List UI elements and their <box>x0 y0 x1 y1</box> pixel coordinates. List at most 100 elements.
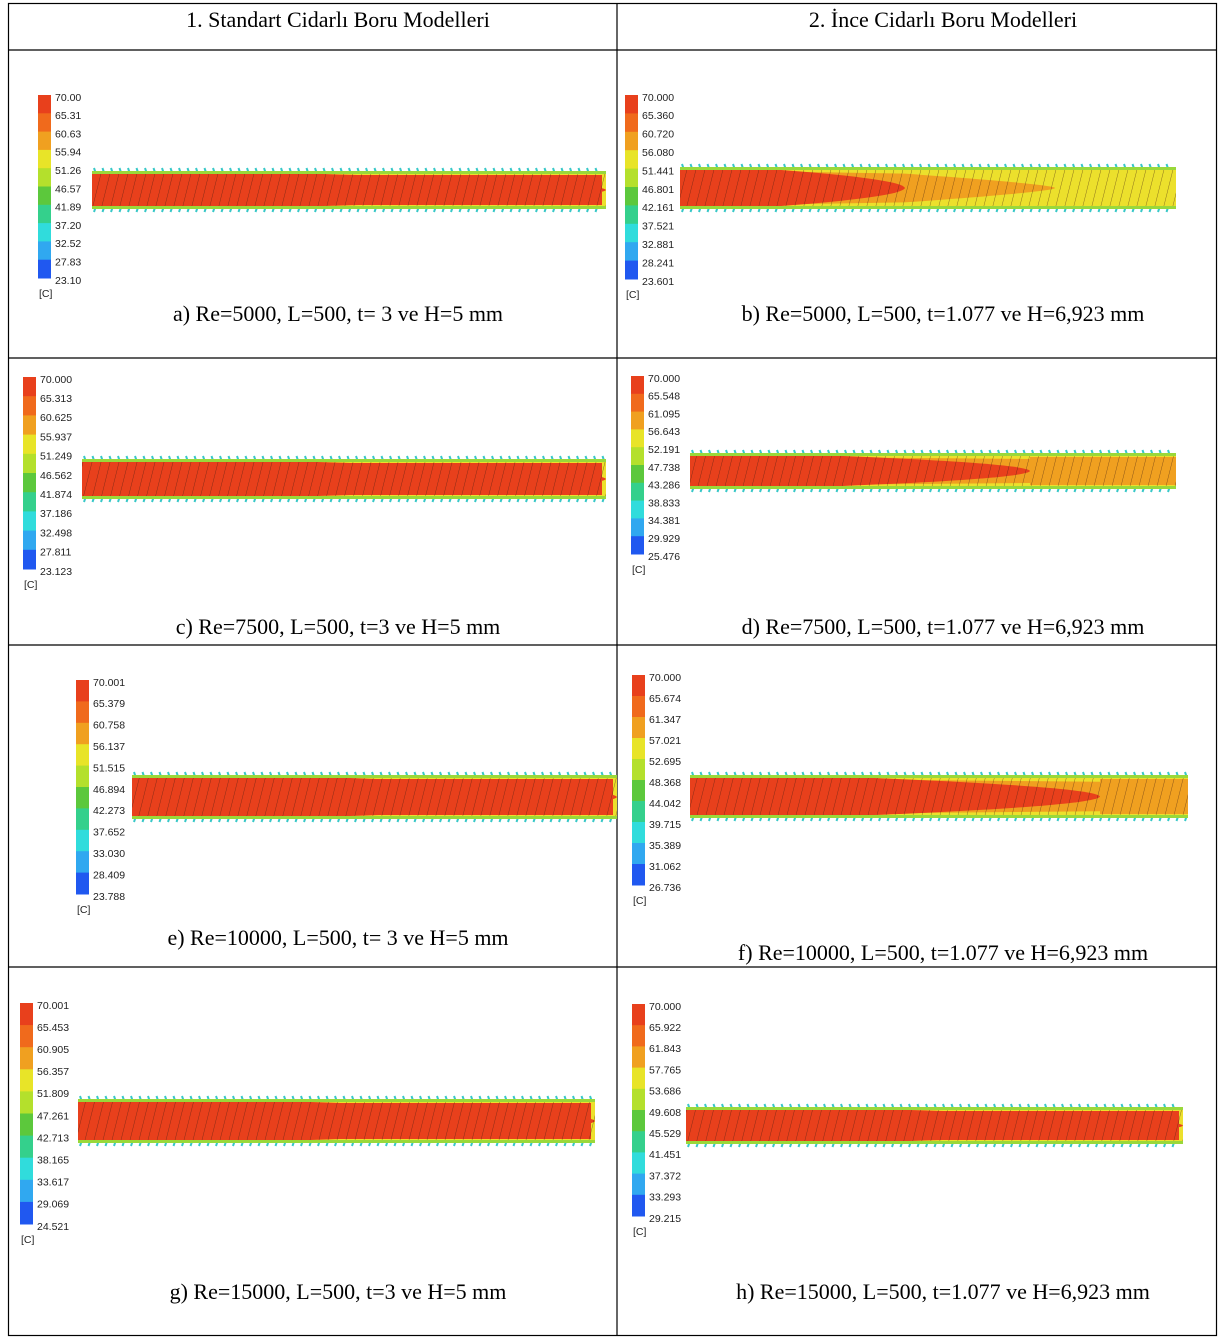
legend-label: 57.765 <box>649 1064 681 1076</box>
legend-label: 51.249 <box>40 451 72 463</box>
legend-label: 32.881 <box>642 239 674 251</box>
legend-label: 33.030 <box>93 848 125 860</box>
legend-swatch <box>23 454 36 474</box>
legend-label: 37.521 <box>642 221 674 233</box>
legend-swatch <box>632 822 645 844</box>
pipe-hatch <box>680 170 1176 206</box>
legend-swatch <box>632 1025 645 1047</box>
legend-swatch <box>632 864 645 886</box>
legend-swatch <box>631 412 644 430</box>
legend-swatch <box>632 696 645 718</box>
caption: h) Re=15000, L=500, t=1.077 ve H=6,923 m… <box>736 1279 1150 1304</box>
legend-unit: [C] <box>633 1226 647 1238</box>
legend-swatch <box>632 1046 645 1068</box>
legend-label: 23.601 <box>642 276 674 288</box>
legend-swatch <box>20 1158 33 1181</box>
legend-swatch <box>625 224 638 243</box>
legend-label: 56.357 <box>37 1066 69 1078</box>
legend-swatch <box>631 483 644 501</box>
legend-label: 27.83 <box>55 256 81 268</box>
legend-swatch <box>631 536 644 554</box>
legend-unit: [C] <box>21 1234 35 1246</box>
legend-unit: [C] <box>77 904 91 916</box>
legend-swatch <box>76 723 89 745</box>
figure-table: 1. Standart Cidarlı Boru Modelleri 2. İn… <box>0 0 1218 1337</box>
legend-label: 46.894 <box>93 784 125 796</box>
legend-swatch <box>38 187 51 206</box>
legend-swatch <box>632 1089 645 1111</box>
legend-swatch <box>38 95 51 114</box>
legend-label: 24.521 <box>37 1221 69 1233</box>
pipe-hatch <box>78 1102 595 1140</box>
legend-label: 37.652 <box>93 827 125 839</box>
legend-swatch <box>632 801 645 823</box>
column-header: 1. Standart Cidarlı Boru Modelleri <box>186 7 490 32</box>
legend-label: 65.31 <box>55 110 81 122</box>
legend-label: 65.313 <box>40 393 72 405</box>
legend-swatch <box>625 150 638 169</box>
legend-label: 51.441 <box>642 165 674 177</box>
legend-label: 41.451 <box>649 1149 681 1161</box>
legend-label: 53.686 <box>649 1086 681 1098</box>
legend-label: 41.89 <box>55 202 81 214</box>
legend-label: 38.165 <box>37 1154 69 1166</box>
caption: e) Re=10000, L=500, t= 3 ve H=5 mm <box>167 925 508 950</box>
caption: b) Re=5000, L=500, t=1.077 ve H=6,923 mm <box>742 301 1145 326</box>
legend-label: 56.643 <box>648 426 680 438</box>
legend-label: 42.273 <box>93 805 125 817</box>
legend-swatch <box>20 1202 33 1225</box>
legend-label: 65.674 <box>649 693 681 705</box>
legend-label: 70.000 <box>642 92 674 104</box>
legend-label: 39.715 <box>649 819 681 831</box>
legend-label: 70.000 <box>649 672 681 684</box>
legend-swatch <box>38 168 51 187</box>
legend-swatch <box>20 1047 33 1070</box>
pipe-hatch <box>690 778 1188 815</box>
caption: d) Re=7500, L=500, t=1.077 ve H=6,923 mm <box>742 614 1145 639</box>
legend-label: 35.389 <box>649 840 681 852</box>
legend-label: 29.069 <box>37 1199 69 1211</box>
legend-label: 55.937 <box>40 431 72 443</box>
pipe-hatch <box>132 778 617 816</box>
legend-label: 28.241 <box>642 257 674 269</box>
legend-label: 46.57 <box>55 183 81 195</box>
legend-label: 56.137 <box>93 741 125 753</box>
legend-label: 23.10 <box>55 275 81 287</box>
legend-swatch <box>632 780 645 802</box>
legend-label: 48.368 <box>649 777 681 789</box>
legend-swatch <box>76 787 89 809</box>
legend-swatch <box>20 1069 33 1092</box>
legend-swatch <box>20 1091 33 1114</box>
legend-label: 52.695 <box>649 756 681 768</box>
legend-label: 70.000 <box>40 374 72 386</box>
legend-label: 60.625 <box>40 412 72 424</box>
legend-label: 26.736 <box>649 882 681 894</box>
legend-label: 23.123 <box>40 566 72 578</box>
legend-swatch <box>625 132 638 151</box>
legend-swatch <box>631 518 644 536</box>
caption: f) Re=10000, L=500, t=1.077 ve H=6,923 m… <box>738 940 1148 965</box>
legend-label: 32.52 <box>55 238 81 250</box>
legend-swatch <box>76 808 89 830</box>
legend-label: 57.021 <box>649 735 681 747</box>
legend-swatch <box>625 95 638 114</box>
legend-swatch <box>76 873 89 895</box>
legend-swatch <box>38 223 51 242</box>
legend-swatch <box>38 150 51 169</box>
legend-label: 51.515 <box>93 762 125 774</box>
legend-swatch <box>20 1136 33 1159</box>
legend-swatch <box>631 465 644 483</box>
pipe-hatch <box>686 1110 1183 1141</box>
legend-label: 52.191 <box>648 444 680 456</box>
legend-unit: [C] <box>39 288 53 300</box>
legend-swatch <box>625 187 638 206</box>
caption: a) Re=5000, L=500, t= 3 ve H=5 mm <box>173 301 503 326</box>
legend-swatch <box>625 205 638 224</box>
legend-label: 60.905 <box>37 1044 69 1056</box>
legend-swatch <box>625 113 638 132</box>
legend-swatch <box>23 473 36 493</box>
legend-label: 51.809 <box>37 1088 69 1100</box>
caption: c) Re=7500, L=500, t=3 ve H=5 mm <box>176 614 501 639</box>
legend-label: 65.548 <box>648 391 680 403</box>
legend-swatch <box>632 1152 645 1174</box>
